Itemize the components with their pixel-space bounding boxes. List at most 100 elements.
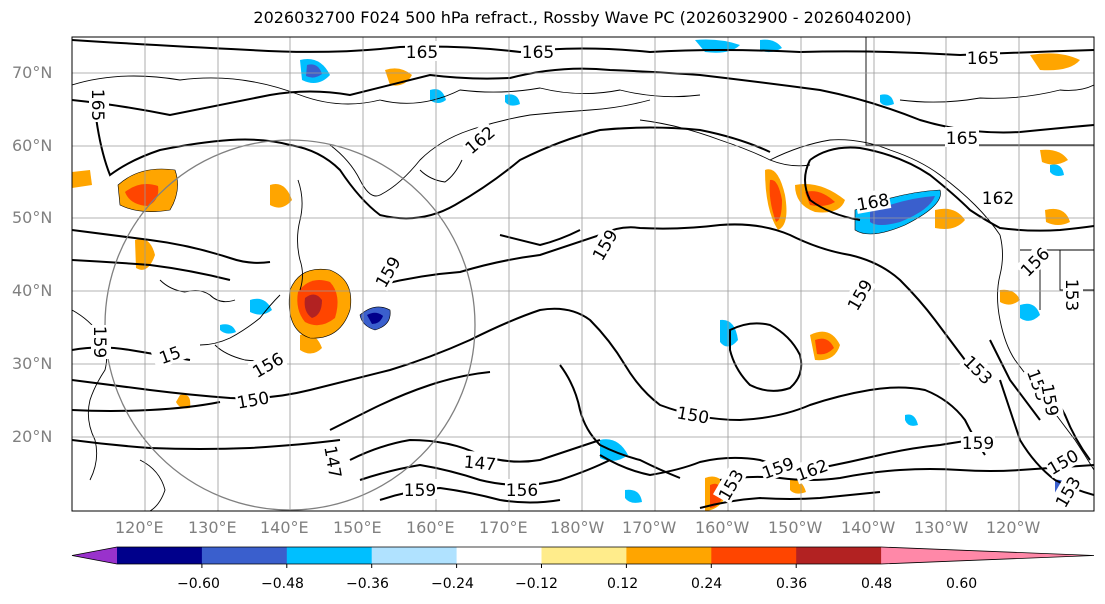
contour-label-bg [321, 443, 347, 481]
colorbar-segment [626, 547, 712, 564]
lon-label-140e: 140°E [260, 518, 309, 537]
contour-label: 159 [589, 226, 623, 264]
contour-label: 150 [1044, 446, 1082, 480]
colorbar-tick-label: −0.48 [261, 576, 304, 592]
graticule [72, 37, 1094, 511]
contour-label: 159 [372, 253, 406, 291]
contour-label-bg [1063, 278, 1083, 312]
contour-label-bg [91, 325, 111, 359]
contour-label-bg [462, 450, 498, 474]
colorbar-segment [796, 547, 882, 564]
lon-label-130w: 130°W [914, 518, 969, 537]
contour-label: 150 [235, 388, 270, 413]
lon-label-120e: 120°E [115, 518, 164, 537]
colorbar-tick-label: −0.60 [177, 576, 220, 592]
lon-label-180w: 180°W [550, 518, 605, 537]
lat-label-40n: 40°N [12, 281, 53, 300]
lat-label-20n: 20°N [12, 427, 53, 446]
colorbar-tick-label: 0.24 [691, 576, 723, 592]
lon-label-160w: 160°W [695, 518, 750, 537]
contour-label: 165 [522, 43, 554, 63]
colorbar-segment [711, 547, 797, 564]
shading-outlines [117, 168, 941, 339]
colorbar-tick-label: −0.12 [515, 576, 558, 592]
contour-label-bg [854, 188, 892, 214]
map-title: 2026032700 F024 500 hPa refract., Rossby… [253, 8, 912, 27]
contour-label: 150 [675, 403, 710, 428]
contour-label-bg [234, 386, 272, 412]
colorbar-tick-label: 0.12 [607, 576, 639, 592]
contour-label-bg [1015, 242, 1054, 281]
colorbar-segment [201, 547, 288, 564]
lon-label-160e: 160°E [406, 518, 455, 537]
lon-label-170e: 170°E [479, 518, 528, 537]
contour-label-bg [959, 350, 998, 389]
contour-label: 159 [404, 481, 436, 501]
contour-label-bg [758, 451, 798, 483]
contour-label-bg [945, 127, 979, 147]
contour-label: 153 [1052, 473, 1086, 511]
colorbar-segment [117, 547, 203, 564]
lon-label-120w: 120°W [986, 518, 1041, 537]
map-frame [71, 36, 1095, 512]
colorbar-tick-label: 0.60 [946, 576, 978, 592]
lon-label-140w: 140°W [841, 518, 896, 537]
contour-label-bg [966, 47, 1000, 67]
contour-label-bg [403, 479, 437, 499]
contour-label-bg [1042, 443, 1083, 479]
contour-label-bg [712, 464, 748, 505]
contour-label: 159 [844, 276, 878, 314]
contour-label-bg [247, 346, 288, 382]
contour-label-bg [961, 432, 995, 452]
contour-label: 156 [249, 349, 287, 383]
colorbar-extend-min [72, 547, 117, 564]
contour-label-bg [841, 274, 877, 315]
lon-label-130e: 130°E [188, 518, 237, 537]
colorbar-segment [456, 547, 542, 564]
lat-label-50n: 50°N [12, 208, 53, 227]
colorbar-segment [371, 547, 458, 564]
colorbar-segment [286, 547, 373, 564]
contour-label: 165 [946, 129, 978, 149]
colorbar-tick-label: −0.36 [346, 576, 389, 592]
negative-anomaly-fill [220, 39, 1072, 503]
contour-label: 147 [463, 453, 497, 476]
colorbar-tick-label: 0.36 [776, 576, 808, 592]
contour-label-bg [586, 224, 622, 265]
colorbar-tick-label: −0.24 [431, 576, 474, 592]
contour-label: 165 [87, 89, 107, 121]
contour-label-bg [89, 88, 109, 122]
contour-label-bg [674, 401, 712, 427]
contour-label-layer: 165 165 1651651651621621681591591591561531… [87, 41, 1086, 511]
contour-label: 159 [89, 326, 109, 358]
contour-label-bg [369, 251, 405, 292]
contour-label-bg [792, 453, 832, 485]
contour-label-bg [505, 479, 539, 499]
contour-label-bg [405, 41, 439, 61]
colorbar-extend-max [881, 547, 1094, 564]
contour-label-bg [1049, 471, 1085, 511]
lat-label-60n: 60°N [12, 136, 53, 155]
colorbar [71, 546, 1095, 568]
contour-label: 153 [1061, 279, 1081, 311]
lat-label-30n: 30°N [12, 354, 53, 373]
contour-label-bg [981, 187, 1015, 207]
contour-label: 147 [319, 444, 344, 479]
coastlines [72, 37, 1094, 511]
contour-label: 159 [962, 434, 994, 454]
colorbar-tick-label: 0.48 [861, 576, 893, 592]
contour-label-bg [1038, 381, 1064, 419]
contour-label: 162 [794, 456, 831, 486]
contour-label: 156 [506, 481, 538, 501]
lon-label-170w: 170°W [622, 518, 677, 537]
contour-label-bg [521, 41, 555, 61]
contour-label: 162 [982, 189, 1014, 209]
contour-label-bg [459, 120, 499, 158]
contour-label-bg [150, 338, 190, 370]
lon-label-150w: 150°W [768, 518, 823, 537]
contour-label: 159 [1036, 382, 1061, 417]
contour-label: 162 [462, 123, 500, 159]
colorbar-segment [541, 547, 627, 564]
colorbar-outline [71, 546, 1095, 565]
